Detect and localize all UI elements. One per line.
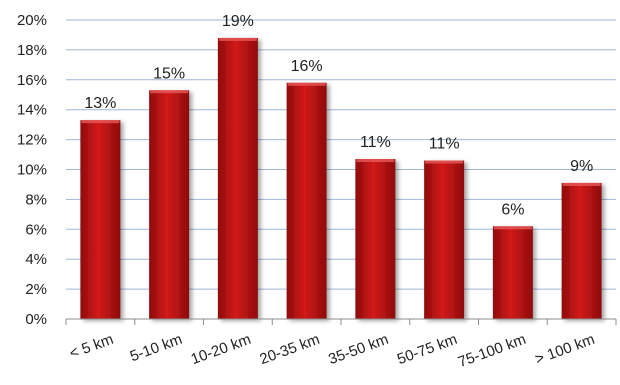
bar-body (492, 226, 533, 319)
gridlines (66, 19, 616, 290)
data-label: 9% (570, 158, 593, 175)
y-tick-label: 14% (17, 102, 47, 119)
bar-body (217, 37, 258, 319)
y-tick-label: 20% (17, 12, 47, 29)
data-label: 6% (501, 201, 524, 218)
bar (424, 160, 465, 319)
data-label: 19% (222, 13, 254, 30)
bar-body (149, 90, 190, 319)
bar-body (286, 82, 327, 319)
category-label: 75-100 km (456, 331, 528, 371)
y-tick-label: 10% (17, 162, 47, 179)
bar-top-highlight (562, 182, 601, 186)
bar-body (424, 160, 465, 319)
bars (80, 37, 602, 319)
category-label: 35-50 km (326, 331, 391, 368)
bar (286, 82, 327, 319)
x-axis (65, 318, 617, 325)
category-label: 10-20 km (189, 331, 254, 368)
bar-body (561, 182, 602, 319)
bar-top-highlight (425, 160, 464, 164)
data-labels: 13% 15% 19% 16% 11% 11% 6% 9% (84, 13, 593, 218)
category-label: 5-10 km (128, 331, 185, 366)
y-axis-tick-labels: 0% 2% 4% 6% 8% 10% 12% 14% 16% 18% 20% (17, 12, 47, 328)
x-axis-category-labels: < 5 km 5-10 km 10-20 km 20-35 km 35-50 km 50-… (67, 331, 597, 371)
bar (80, 120, 121, 319)
y-tick-label: 4% (25, 251, 47, 268)
y-tick-label: 18% (17, 42, 47, 59)
bar-top-highlight (356, 159, 395, 163)
bar (217, 37, 258, 319)
y-tick-label: 6% (25, 221, 47, 238)
bar-body (80, 120, 121, 319)
bar (561, 182, 602, 319)
category-label: 20-35 km (257, 331, 322, 368)
category-label: > 100 km (533, 331, 597, 368)
data-label: 11% (429, 136, 460, 153)
bar (149, 90, 190, 319)
y-tick-label: 12% (17, 132, 47, 149)
bar-top-highlight (218, 37, 257, 41)
y-tick-label: 8% (25, 191, 47, 208)
data-label: 15% (153, 65, 185, 82)
bar (492, 226, 533, 319)
data-label: 13% (84, 95, 116, 112)
bar-top-highlight (81, 120, 120, 124)
category-label: 50-75 km (395, 331, 460, 368)
data-label: 11% (360, 134, 391, 151)
bar-top-highlight (493, 226, 532, 230)
y-tick-label: 16% (17, 72, 47, 89)
data-label: 16% (291, 58, 323, 75)
y-tick-label: 0% (25, 311, 47, 328)
bar (355, 159, 396, 319)
bar-top-highlight (287, 82, 326, 86)
bar-body (355, 159, 396, 319)
y-tick-label: 2% (25, 281, 47, 298)
category-label: < 5 km (67, 331, 116, 363)
bar-top-highlight (150, 90, 189, 94)
